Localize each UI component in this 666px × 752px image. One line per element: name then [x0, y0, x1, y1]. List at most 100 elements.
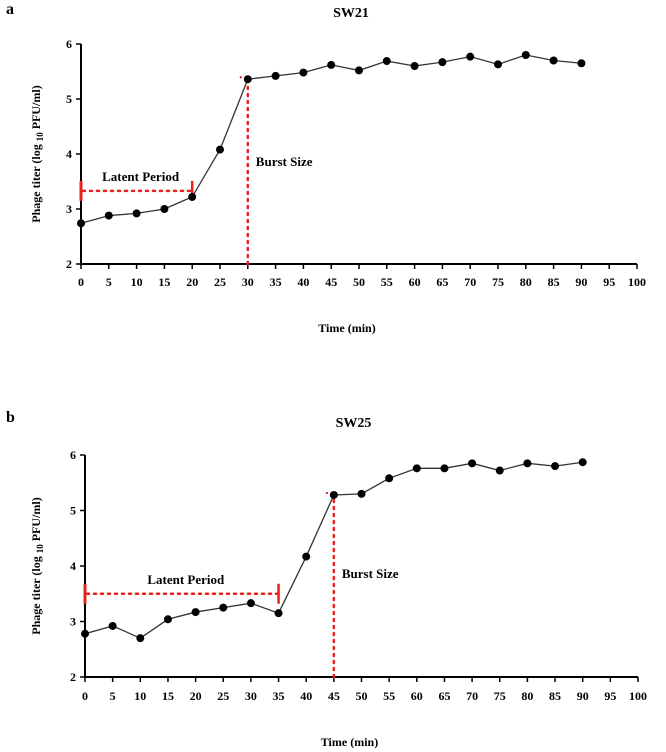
y-tick-label: 2: [70, 670, 76, 684]
x-tick-label: 10: [134, 689, 146, 703]
burst-size-label: Burst Size: [342, 566, 399, 581]
x-tick-label: 55: [383, 689, 395, 703]
x-tick-label: 20: [186, 275, 198, 289]
x-tick-label: 25: [214, 275, 226, 289]
data-point: [274, 609, 283, 618]
x-tick-label: 30: [245, 689, 257, 703]
y-tick-label: 5: [70, 504, 76, 518]
x-tick-label: 65: [436, 275, 448, 289]
y-tick-label: 4: [66, 147, 72, 161]
data-point: [523, 459, 532, 468]
data-point: [219, 603, 228, 612]
data-point: [81, 629, 89, 638]
x-tick-label: 95: [603, 275, 615, 289]
x-tick-label: 70: [466, 689, 478, 703]
data-point: [577, 59, 586, 68]
y-tick-label: 3: [70, 615, 76, 629]
x-tick-label: 40: [300, 689, 312, 703]
y-axis-label-part: PFU/ml): [29, 497, 43, 544]
data-point: [108, 621, 117, 630]
y-axis-label-subscript: 10: [35, 132, 45, 142]
data-point: [136, 634, 145, 643]
x-tick-label: 70: [464, 275, 476, 289]
data-point: [382, 57, 391, 66]
data-point: [160, 205, 169, 213]
x-tick-label: 65: [438, 689, 450, 703]
data-point: [438, 58, 447, 67]
data-point: [355, 66, 363, 75]
data-point: [549, 56, 558, 65]
data-point: [216, 145, 224, 154]
x-tick-label: 80: [521, 689, 533, 703]
data-point: [77, 219, 85, 228]
x-tick-label: 90: [575, 275, 587, 289]
data-point: [243, 75, 252, 84]
x-tick-label: 15: [158, 275, 170, 289]
x-tick-label: 50: [353, 275, 365, 289]
x-axis-label: Time (min): [321, 735, 378, 749]
chart-title: SW21: [333, 6, 369, 21]
y-axis-label: Phage titer (log 10 PFU/ml): [29, 497, 45, 634]
data-point: [412, 464, 421, 473]
y-tick-label: 2: [66, 257, 72, 271]
x-tick-label: 75: [494, 689, 506, 703]
y-tick-label: 6: [66, 37, 72, 51]
burst-size-label: Burst Size: [256, 154, 313, 169]
x-tick-label: 85: [548, 275, 560, 289]
data-point: [132, 209, 141, 218]
y-axis-label-subscript: 10: [35, 544, 45, 554]
data-point: [271, 71, 280, 80]
data-point: [410, 62, 419, 70]
series-line: [80, 54, 582, 224]
y-axis-label-part: PFU/ml): [29, 85, 43, 132]
panel-letter: a: [6, 1, 14, 18]
data-point: [468, 459, 477, 468]
x-tick-label: 25: [217, 689, 229, 703]
data-point: [329, 490, 338, 499]
data-point: [104, 211, 113, 220]
data-point: [494, 60, 502, 69]
x-tick-label: 15: [162, 689, 174, 703]
data-point: [191, 608, 200, 617]
x-tick-label: 60: [409, 275, 421, 289]
x-tick-label: 35: [270, 275, 282, 289]
x-tick-label: 20: [190, 689, 202, 703]
x-tick-label: 100: [629, 689, 647, 703]
data-point: [385, 474, 394, 483]
x-tick-label: 50: [356, 689, 368, 703]
x-axis-label: Time (min): [318, 321, 375, 335]
data-point: [163, 615, 172, 624]
data-point: [521, 51, 530, 59]
x-tick-label: 0: [82, 689, 88, 703]
x-tick-label: 60: [411, 689, 423, 703]
data-point: [299, 68, 308, 77]
x-tick-label: 80: [520, 275, 532, 289]
data-point: [188, 192, 197, 201]
y-tick-label: 3: [66, 202, 72, 216]
x-tick-label: 5: [106, 275, 112, 289]
x-tick-label: 0: [78, 275, 84, 289]
data-point: [327, 60, 336, 69]
latent-period-label: Latent Period: [102, 169, 180, 184]
data-point: [440, 464, 449, 473]
x-tick-label: 45: [328, 689, 340, 703]
data-point: [246, 599, 255, 608]
x-tick-label: 45: [325, 275, 337, 289]
data-point: [302, 552, 311, 561]
x-tick-label: 10: [131, 275, 143, 289]
x-tick-label: 5: [110, 689, 116, 703]
y-tick-label: 5: [66, 92, 72, 106]
x-tick-label: 95: [604, 689, 616, 703]
x-tick-label: 55: [381, 275, 393, 289]
x-tick-label: 85: [549, 689, 561, 703]
x-tick-label: 40: [297, 275, 309, 289]
y-tick-label: 4: [70, 559, 76, 573]
x-tick-label: 30: [242, 275, 254, 289]
y-axis-label: Phage titer (log 10 PFU/ml): [29, 85, 45, 222]
y-axis-label-part: Phage titer (log: [29, 141, 43, 222]
data-point: [357, 489, 366, 498]
x-tick-label: 35: [273, 689, 285, 703]
